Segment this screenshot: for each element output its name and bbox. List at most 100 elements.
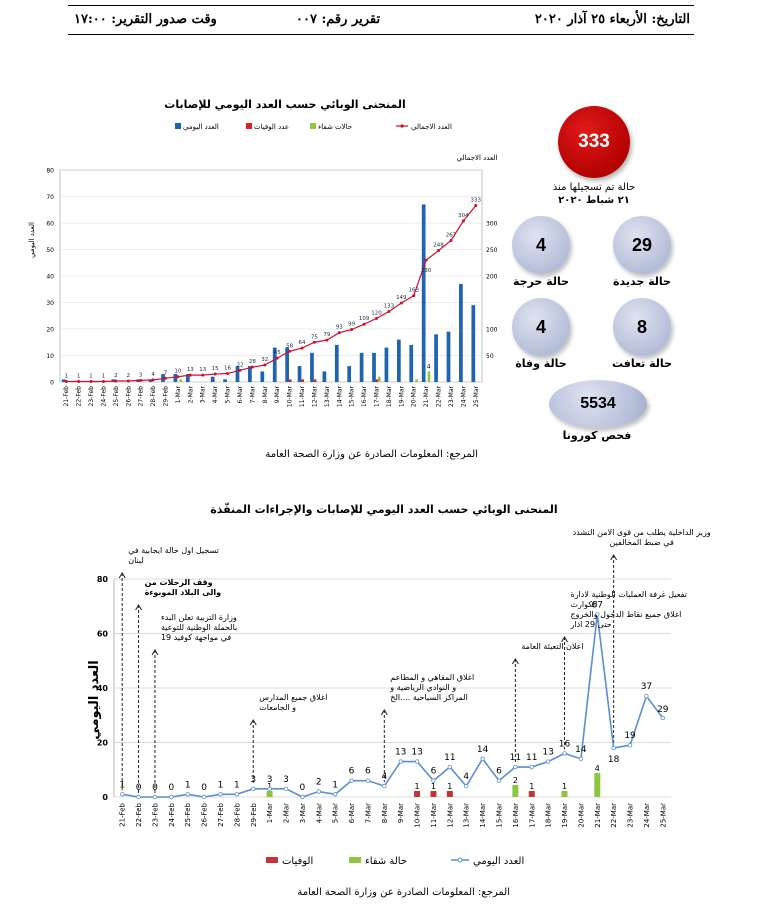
chart1-total-point bbox=[201, 373, 205, 377]
chart2-annotation-text: تفعيل غرفة العمليات الوطنية لادارة bbox=[571, 590, 687, 599]
chart1-y2-axis-label: العدد الاجمالي bbox=[457, 154, 498, 162]
chart2-daily-label: 11 bbox=[444, 753, 455, 763]
chart2-x-tick: 26-Feb bbox=[201, 802, 209, 826]
chart2-daily-label: 0 bbox=[201, 783, 207, 793]
chart1-x-tick: 21-Feb bbox=[63, 386, 70, 407]
chart1-daily-bar bbox=[434, 334, 438, 382]
tests-value: 5534 bbox=[580, 395, 616, 412]
chart1-total-label: 4 bbox=[151, 372, 155, 378]
chart2-annotation-text: بالحملة الوطنية للتوعية bbox=[161, 623, 237, 632]
chart1-legend: العدد اليومي عدد الوفيات حالات شفاء العدد ا… bbox=[175, 123, 452, 131]
chart1-x-tick: 17-Mar bbox=[374, 385, 381, 407]
chart1-legend-label: حالات شفاء bbox=[318, 123, 352, 131]
chart2-daily-label: 18 bbox=[608, 755, 620, 765]
chart1-total-label: 1 bbox=[89, 373, 93, 379]
chart2-legend-swatch bbox=[266, 857, 278, 863]
chart2-daily-label: 6 bbox=[349, 767, 355, 777]
total-cases-label-line1: حالة تم تسجيلها منذ bbox=[552, 182, 636, 193]
chart2-daily-point bbox=[365, 778, 371, 783]
chart1-total-point bbox=[126, 379, 130, 383]
chart1-total-point bbox=[288, 349, 292, 353]
chart1-legend-swatch bbox=[246, 123, 252, 129]
tests-label: فحص كورونا bbox=[562, 429, 632, 442]
chart2-daily-point bbox=[627, 743, 633, 748]
tests-circle: 5534 bbox=[549, 380, 647, 428]
chart1-total-label: 1 bbox=[102, 373, 106, 379]
chart1-total-label: 79 bbox=[323, 332, 330, 338]
chart1-total-point bbox=[399, 301, 403, 305]
chart1-total-label: 28 bbox=[249, 359, 256, 365]
chart1-legend-swatch-dot bbox=[400, 124, 404, 128]
chart1-grid: 0 10 20 30 40 50 60 70 80 50 100 200 250 300 bbox=[46, 168, 497, 387]
chart1-x-tick: 13-Mar bbox=[324, 385, 331, 407]
chart1-total-point bbox=[474, 204, 478, 208]
chart1-total-point bbox=[312, 340, 316, 344]
chart2-annotation-arrows bbox=[118, 554, 618, 793]
chart2-daily-point bbox=[283, 786, 289, 792]
chart2-death-label: 1 bbox=[447, 782, 452, 791]
chart2-daily-label: 11 bbox=[526, 753, 537, 763]
chart1-total-label: 2 bbox=[114, 373, 118, 379]
chart2-x-tick: 12-Mar bbox=[446, 803, 454, 828]
chart1-total-point bbox=[263, 363, 267, 367]
chart2-daily-label: 6 bbox=[431, 767, 437, 777]
chart1-y2-tick: 50 bbox=[486, 353, 494, 360]
chart1-y-tick: 60 bbox=[46, 221, 54, 228]
chart2-x-tick: 16-Mar bbox=[512, 803, 520, 828]
chart1-total-point bbox=[226, 372, 230, 376]
chart1-x-tick: 1-Mar bbox=[175, 385, 182, 403]
chart1-total-point bbox=[64, 379, 68, 383]
chart1-x-tick: 18-Mar bbox=[386, 385, 393, 407]
chart2-annotation-text: تسجيل اول حالة ايجابية في bbox=[128, 546, 219, 555]
chart1-total-path bbox=[66, 205, 477, 383]
deaths-circle: 4 bbox=[512, 298, 570, 356]
chart2-annotation-arrowhead bbox=[249, 719, 257, 726]
chart2-daily-label: 1 bbox=[185, 780, 191, 790]
chart1-total-label: 1 bbox=[64, 373, 68, 379]
chart2-annotation-arrowhead bbox=[511, 658, 519, 665]
chart1-total-point bbox=[250, 365, 254, 369]
chart1-source: المرجع: المعلومات الصادرة عن وزارة الصحة… bbox=[265, 449, 478, 460]
chart1-total-label: 3 bbox=[139, 372, 143, 378]
critical-cases-label: حالة حرجة bbox=[512, 275, 570, 288]
chart1-x-ticks: 21-Feb 22-Feb 23-Feb 24-Feb 25-Feb 26-Feb 27-F… bbox=[63, 385, 480, 407]
chart2-annotation-text: والى البلاد الموبوءة bbox=[145, 588, 222, 597]
chart2-daily-point bbox=[562, 751, 567, 756]
chart1-x-tick: 21-Mar bbox=[423, 385, 430, 407]
chart2-death-label: 1 bbox=[415, 782, 420, 791]
deaths-label: حالة وفاة bbox=[515, 357, 567, 370]
chart1-recovered-bar bbox=[377, 376, 381, 382]
chart2-recovered-label: 2 bbox=[513, 776, 518, 785]
chart2-daily-label: 14 bbox=[575, 745, 587, 755]
chart1-x-tick: 29-Feb bbox=[163, 386, 170, 407]
chart1-daily-bar bbox=[384, 347, 389, 382]
chart2-x-tick: 7-Mar bbox=[364, 803, 372, 823]
chart2-recovered-label: 1 bbox=[562, 782, 567, 791]
chart2-daily-point bbox=[644, 693, 649, 699]
chart1-total-point bbox=[77, 379, 81, 383]
chart1-x-tick: 10-Mar bbox=[287, 385, 294, 407]
chart1-total-point bbox=[449, 238, 453, 242]
chart2-annotation-text: و الجامعات bbox=[259, 703, 296, 712]
chart2-x-tick: 22-Feb bbox=[135, 802, 143, 826]
chart1-x-tick: 7-Mar bbox=[249, 385, 256, 403]
chart2-daily-label: 67 bbox=[592, 600, 603, 610]
chart1-legend-swatch bbox=[175, 123, 181, 129]
chart2-y-tick: 20 bbox=[97, 739, 109, 748]
chart1-daily-bar bbox=[173, 374, 178, 382]
chart1-total-point bbox=[89, 379, 93, 383]
chart1-total-label: 13 bbox=[199, 367, 206, 373]
chart1-death-bar bbox=[313, 379, 317, 382]
chart2-x-tick: 15-Mar bbox=[495, 803, 503, 828]
chart1-recovered-bar bbox=[415, 379, 418, 382]
report-header: التاريخ: الأربعاء ٢٥ آذار ٢٠٢٠ تقرير رقم… bbox=[68, 5, 694, 35]
daily-cases-bar-chart: المنحنى الوبائي حسب العدد اليومي للإصابا… bbox=[28, 98, 498, 407]
chart1-x-tick: 12-Mar bbox=[311, 385, 318, 407]
chart2-daily-label: 0 bbox=[136, 783, 142, 793]
chart2-annotation-text: اغلاق جميع نقاط الدخول والخروج bbox=[571, 610, 682, 619]
chart2-daily-point bbox=[398, 759, 403, 764]
chart1-daily-bar bbox=[310, 352, 314, 382]
chart1-daily-bar bbox=[396, 339, 401, 382]
chart1-x-tick: 11-Mar bbox=[299, 385, 306, 407]
